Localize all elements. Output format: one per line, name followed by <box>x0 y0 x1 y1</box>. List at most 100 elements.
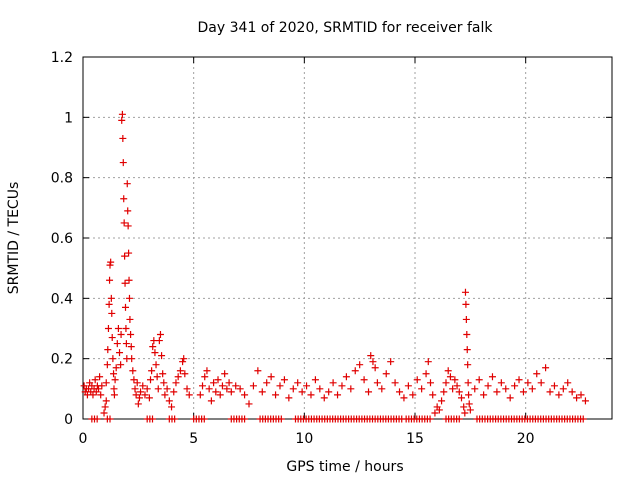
data-point <box>104 325 112 332</box>
data-point <box>205 385 213 393</box>
data-point <box>131 385 139 393</box>
data-point <box>141 391 149 399</box>
data-point <box>446 373 454 381</box>
data-point <box>181 370 189 378</box>
data-point <box>156 331 164 339</box>
data-point <box>241 415 249 423</box>
plot-frame <box>82 56 613 420</box>
data-point <box>461 409 469 417</box>
chart-title: Day 341 of 2020, SRMTID for receiver fal… <box>198 20 494 36</box>
data-point <box>122 325 130 332</box>
data-point <box>117 331 125 339</box>
data-point <box>480 391 488 399</box>
data-point <box>444 367 452 375</box>
data-point <box>203 367 211 375</box>
data-point <box>102 379 110 387</box>
data-point <box>121 303 129 311</box>
data-point <box>462 300 470 308</box>
y-tick-label: 0.6 <box>51 231 73 247</box>
data-point <box>108 334 116 342</box>
y-tick-label: 0.8 <box>51 171 73 187</box>
data-point <box>103 361 111 369</box>
data-point <box>289 385 297 393</box>
data-point <box>124 207 132 215</box>
x-tick-label: 10 <box>295 431 313 447</box>
data-point <box>100 409 108 417</box>
data-point <box>112 364 120 372</box>
data-point <box>153 373 161 381</box>
data-point <box>126 315 134 323</box>
data-point <box>125 276 133 284</box>
data-point <box>471 385 479 393</box>
data-point <box>449 385 457 393</box>
data-point <box>127 331 135 339</box>
data-point <box>367 352 375 360</box>
data-point <box>127 343 135 351</box>
data-point <box>110 391 118 399</box>
data-point <box>564 379 572 387</box>
data-point <box>453 382 461 390</box>
data-point <box>316 385 324 393</box>
data-point <box>497 379 505 387</box>
data-point <box>356 361 364 369</box>
data-point <box>151 349 159 357</box>
data-point <box>502 385 510 393</box>
data-point <box>158 352 166 360</box>
data-point <box>351 367 359 375</box>
data-point <box>170 388 178 396</box>
data-point <box>93 415 101 423</box>
data-point <box>400 394 408 402</box>
data-point <box>435 406 443 414</box>
data-point <box>149 415 156 423</box>
data-point <box>360 376 368 384</box>
data-point <box>272 391 280 399</box>
data-point <box>214 376 222 384</box>
data-point <box>168 403 176 411</box>
data-point <box>159 370 167 378</box>
data-point <box>258 388 266 396</box>
data-point <box>104 346 112 354</box>
data-point <box>524 379 532 387</box>
y-tick-label: 1 <box>64 110 73 126</box>
grid <box>83 57 612 419</box>
data-point <box>161 391 169 399</box>
data-points <box>80 110 589 423</box>
data-point <box>373 379 381 387</box>
data-point <box>285 394 293 402</box>
data-point <box>101 403 109 411</box>
data-point <box>413 376 421 384</box>
data-point <box>455 415 463 423</box>
data-point <box>110 385 118 393</box>
data-point <box>276 382 284 390</box>
data-point <box>581 397 589 405</box>
y-tick-label: 1.2 <box>51 50 73 66</box>
data-point <box>460 403 468 411</box>
data-point <box>121 279 129 287</box>
data-point <box>223 385 231 393</box>
data-point <box>171 415 179 423</box>
data-point <box>121 252 129 260</box>
data-point <box>465 391 473 399</box>
data-point <box>221 370 229 378</box>
data-point <box>511 382 519 390</box>
data-point <box>404 382 412 390</box>
data-point <box>174 373 182 381</box>
ticks <box>82 56 612 420</box>
data-point <box>424 358 432 366</box>
data-point <box>371 364 379 372</box>
data-point <box>199 382 207 390</box>
data-point <box>440 388 448 396</box>
data-point <box>329 379 337 387</box>
data-point <box>298 388 306 396</box>
data-point <box>426 415 434 423</box>
data-point <box>232 382 240 390</box>
data-point <box>475 376 483 384</box>
data-point <box>120 195 128 203</box>
data-point <box>493 388 501 396</box>
data-point <box>455 388 463 396</box>
data-point <box>528 385 536 393</box>
data-point <box>123 180 131 188</box>
data-point <box>463 346 471 354</box>
data-point <box>179 358 187 366</box>
data-point <box>163 385 171 393</box>
